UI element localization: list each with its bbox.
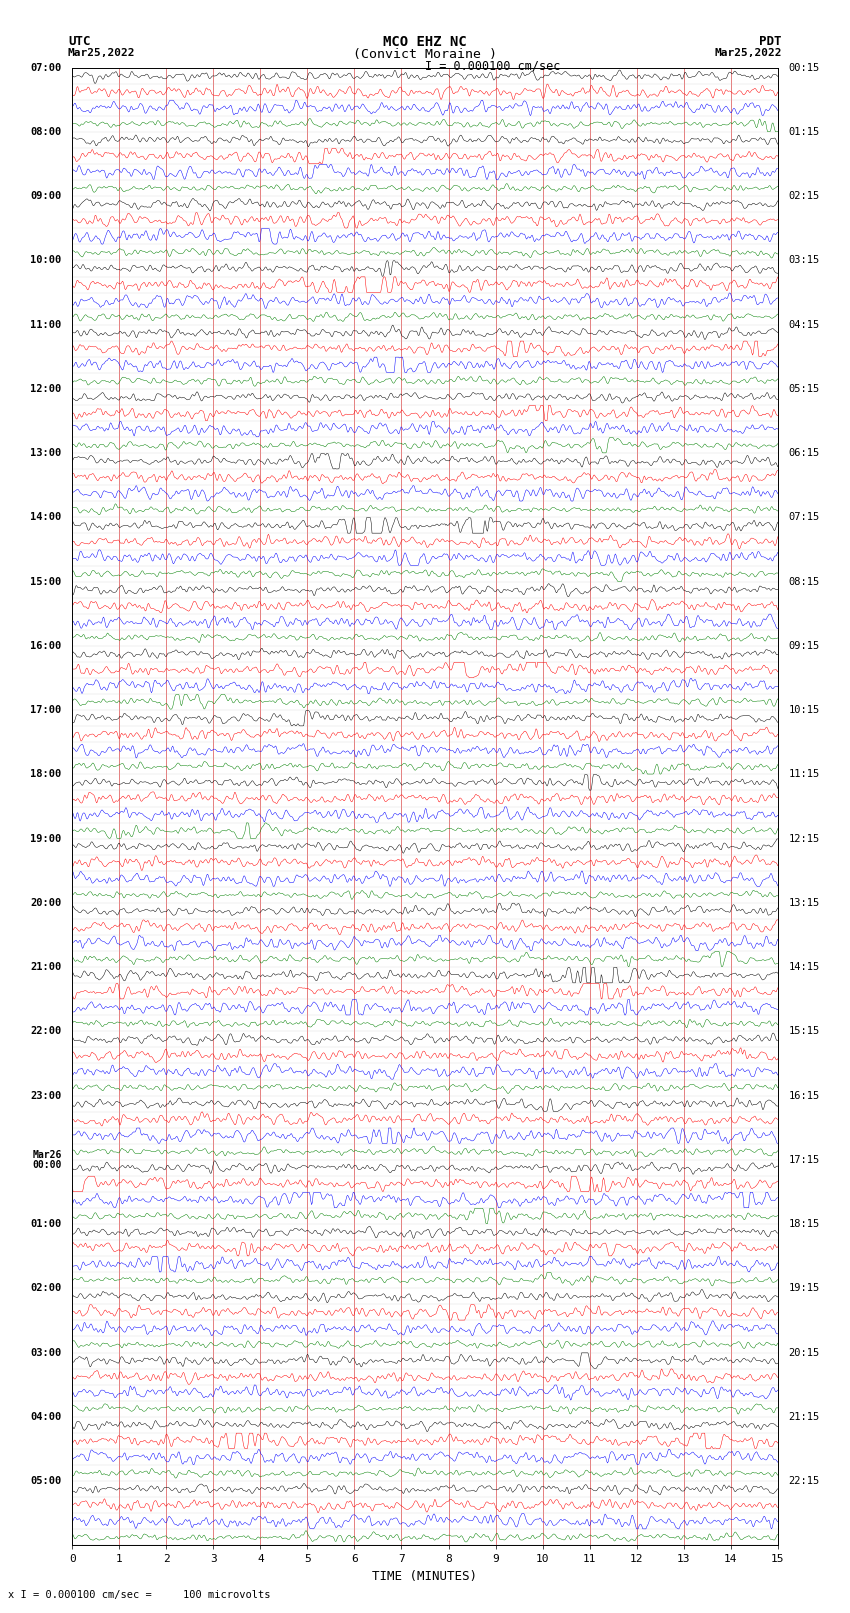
Text: 21:15: 21:15 [788,1411,819,1421]
Text: MCO EHZ NC: MCO EHZ NC [383,35,467,48]
Text: 11:15: 11:15 [788,769,819,779]
Text: 00:15: 00:15 [788,63,819,73]
Text: 19:00: 19:00 [31,834,62,844]
Text: 03:00: 03:00 [31,1347,62,1358]
Text: 08:15: 08:15 [788,577,819,587]
X-axis label: TIME (MINUTES): TIME (MINUTES) [372,1569,478,1582]
Text: Mar26: Mar26 [32,1150,62,1160]
Text: 01:15: 01:15 [788,127,819,137]
Text: 00:00: 00:00 [32,1160,62,1169]
Text: 16:00: 16:00 [31,640,62,652]
Text: 12:15: 12:15 [788,834,819,844]
Text: 09:00: 09:00 [31,192,62,202]
Text: 18:15: 18:15 [788,1219,819,1229]
Text: Mar25,2022: Mar25,2022 [715,47,782,58]
Text: 07:15: 07:15 [788,513,819,523]
Text: 13:15: 13:15 [788,898,819,908]
Text: x I = 0.000100 cm/sec =     100 microvolts: x I = 0.000100 cm/sec = 100 microvolts [8,1590,271,1600]
Text: 13:00: 13:00 [31,448,62,458]
Text: 10:00: 10:00 [31,255,62,266]
Text: 02:15: 02:15 [788,192,819,202]
Text: 12:00: 12:00 [31,384,62,394]
Text: 02:00: 02:00 [31,1284,62,1294]
Text: 17:15: 17:15 [788,1155,819,1165]
Text: 20:00: 20:00 [31,898,62,908]
Text: 04:15: 04:15 [788,319,819,329]
Text: 01:00: 01:00 [31,1219,62,1229]
Text: 22:15: 22:15 [788,1476,819,1486]
Text: Mar25,2022: Mar25,2022 [68,47,135,58]
Text: 06:15: 06:15 [788,448,819,458]
Text: I = 0.000100 cm/sec: I = 0.000100 cm/sec [425,60,560,73]
Text: 14:00: 14:00 [31,513,62,523]
Text: UTC: UTC [68,35,90,48]
Text: 18:00: 18:00 [31,769,62,779]
Text: 23:00: 23:00 [31,1090,62,1100]
Text: 22:00: 22:00 [31,1026,62,1036]
Text: 05:15: 05:15 [788,384,819,394]
Text: 04:00: 04:00 [31,1411,62,1421]
Text: 20:15: 20:15 [788,1347,819,1358]
Text: 11:00: 11:00 [31,319,62,329]
Text: PDT: PDT [760,35,782,48]
Text: 16:15: 16:15 [788,1090,819,1100]
Text: 14:15: 14:15 [788,961,819,973]
Text: 05:00: 05:00 [31,1476,62,1486]
Text: 19:15: 19:15 [788,1284,819,1294]
Text: (Convict Moraine ): (Convict Moraine ) [353,47,497,61]
Text: 03:15: 03:15 [788,255,819,266]
Text: 15:15: 15:15 [788,1026,819,1036]
Text: 08:00: 08:00 [31,127,62,137]
Text: 17:00: 17:00 [31,705,62,715]
Text: 21:00: 21:00 [31,961,62,973]
Text: 10:15: 10:15 [788,705,819,715]
Text: 15:00: 15:00 [31,577,62,587]
Text: 07:00: 07:00 [31,63,62,73]
Text: 09:15: 09:15 [788,640,819,652]
